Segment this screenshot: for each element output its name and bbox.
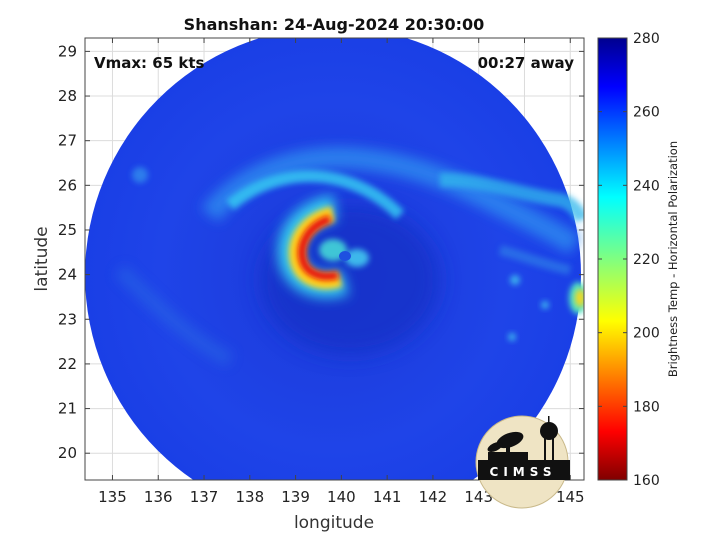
x-tick-label: 140: [327, 488, 356, 506]
rainband-north: [201, 146, 582, 255]
vmax-annotation: Vmax: 65 kts: [94, 54, 204, 72]
x-tick-label: 139: [281, 488, 310, 506]
scattered-cell: [132, 167, 148, 183]
y-tick-label: 28: [58, 87, 77, 105]
colorbar-gradient: [597, 37, 628, 481]
eye-dark: [339, 251, 351, 261]
x-tick-label: 138: [235, 488, 264, 506]
y-tick-label: 26: [58, 176, 77, 194]
y-axis-ticks: 20 21 22 23 24 25 26 27 28 29: [58, 42, 584, 462]
chart-title: Shanshan: 24-Aug-2024 20:30:00: [184, 15, 485, 34]
y-tick-label: 21: [58, 400, 77, 418]
x-tick-label: 135: [98, 488, 127, 506]
scattered-cell: [508, 333, 516, 341]
x-tick-label: 137: [190, 488, 219, 506]
colorbar-label: Brightness Temp - Horizontal Polarizatio…: [666, 141, 680, 377]
y-tick-label: 27: [58, 132, 77, 150]
scattered-cell: [541, 301, 549, 309]
edge-cell-core: [575, 289, 584, 307]
rainband-north-bright: [226, 170, 405, 220]
scattered-cell: [510, 275, 520, 285]
colorbar-ticks: 160 180 200 220 240 260 280: [598, 31, 660, 489]
x-tick-label: 143: [464, 488, 493, 506]
colorbar-tick-label: 160: [633, 473, 660, 489]
colorbar-tick-label: 200: [633, 326, 660, 342]
eastern-cell: [345, 249, 369, 267]
x-tick-label: 142: [419, 488, 448, 506]
x-tick-label: 136: [144, 488, 173, 506]
colorbar-tick-label: 180: [633, 399, 660, 415]
y-tick-label: 25: [58, 221, 77, 239]
cimss-logo: CIMSS: [475, 415, 570, 509]
x-tick-label: 141: [373, 488, 402, 506]
y-axis-label: latitude: [32, 226, 52, 291]
logo-text: CIMSS: [490, 465, 557, 479]
colorbar-tick-label: 220: [633, 252, 660, 268]
y-tick-label: 20: [58, 444, 77, 462]
time-away-annotation: 00:27 away: [478, 54, 575, 72]
colorbar-tick-label: 280: [633, 31, 660, 47]
y-tick-label: 29: [58, 42, 77, 60]
rainband-southwest: [115, 265, 234, 367]
swath-image: [85, 38, 584, 480]
y-tick-label: 24: [58, 266, 77, 284]
rainband-east: [498, 245, 572, 275]
colorbar: 160 180 200 220 240 260 280 Brightness Temp - …: [597, 31, 680, 489]
eyewall-red: [297, 215, 339, 281]
y-tick-label: 23: [58, 310, 77, 328]
y-tick-label: 22: [58, 355, 77, 373]
colorbar-tick-label: 260: [633, 105, 660, 121]
x-tick-label: 145: [556, 488, 585, 506]
logo-silhouette: [478, 416, 570, 480]
axes-frame: [84, 37, 585, 481]
x-axis-label: longitude: [294, 513, 374, 533]
colorbar-tick-label: 240: [633, 178, 660, 194]
rainband-northeast: [439, 172, 584, 223]
